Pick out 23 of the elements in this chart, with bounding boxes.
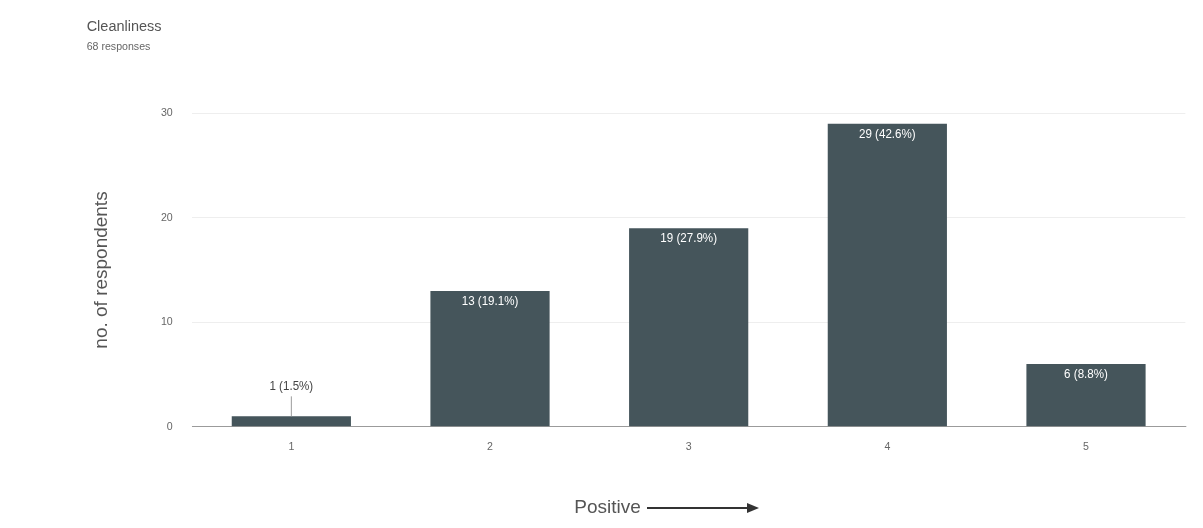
bar [629, 228, 749, 427]
x-tick-label: 1 [288, 440, 295, 453]
x-tick-label: 2 [487, 440, 493, 453]
bar [231, 416, 351, 427]
y-tick-label: 20 [160, 210, 173, 223]
data-label: 13 (19.1%) [461, 294, 519, 308]
x-tick-label: 5 [1083, 440, 1089, 453]
chart-subtitle: 68 responses [86, 39, 151, 52]
x-axis-title: Positive [574, 496, 641, 517]
chart-title: Cleanliness [86, 17, 162, 35]
x-tick-label: 3 [685, 440, 692, 453]
y-axis-title: no. of respondents [89, 191, 111, 349]
data-label: 19 (27.9%) [660, 231, 718, 245]
y-tick-label: 0 [166, 419, 173, 432]
y-tick-label: 10 [160, 315, 173, 328]
bar [827, 123, 947, 427]
data-label: 6 (8.8%) [1064, 367, 1108, 381]
y-tick-label: 30 [160, 106, 173, 119]
bar [430, 290, 550, 427]
bar [1026, 364, 1146, 427]
data-label: 1 (1.5%) [269, 378, 314, 392]
data-label: 29 (42.6%) [859, 126, 916, 140]
x-tick-label: 4 [884, 440, 891, 453]
